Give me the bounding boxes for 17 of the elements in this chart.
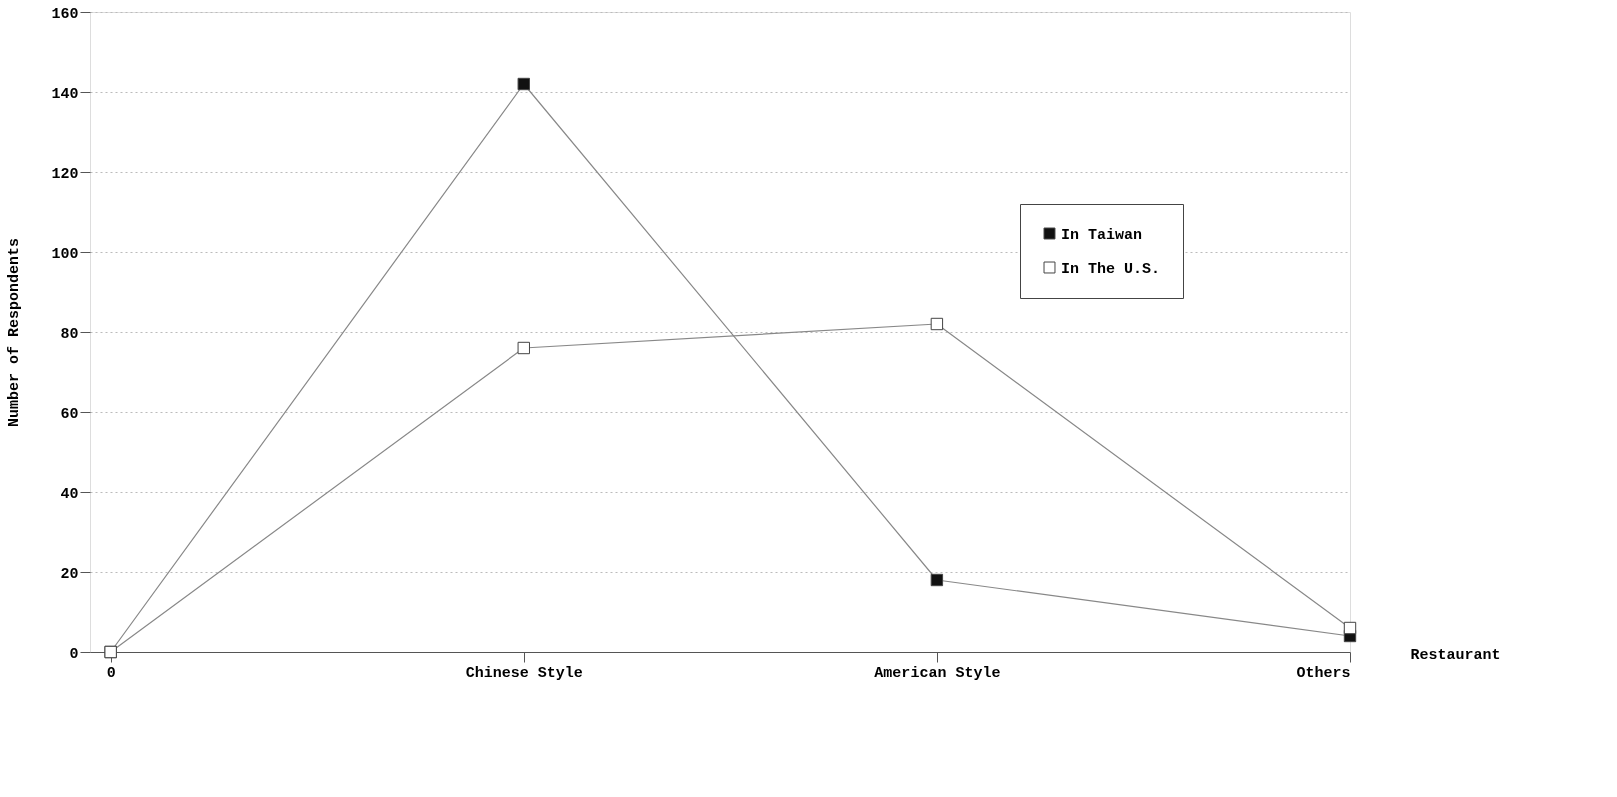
y-tick-label: 20 (60, 565, 79, 583)
y-tick-label: 80 (60, 325, 79, 343)
x-tick-label: Others (1296, 664, 1351, 682)
x-tick-label: 0 (106, 664, 116, 682)
y-tick-label: 40 (60, 485, 79, 503)
y-tick-label: 140 (51, 85, 79, 103)
y-axis-title: Number of Respondents (6, 237, 24, 428)
y-tick-label: 100 (51, 245, 79, 263)
x-axis-title: Restaurant (1410, 646, 1501, 664)
legend-label: In The U.S. (1061, 260, 1161, 278)
x-tick-label: Chinese Style (465, 664, 583, 682)
legend-label: In Taiwan (1061, 226, 1143, 244)
y-tick-label: 160 (51, 5, 79, 23)
y-tick-label: 120 (51, 165, 79, 183)
x-tick-label: American Style (874, 664, 1001, 682)
y-tick-label: 60 (60, 405, 79, 423)
y-tick-label: 0 (69, 645, 79, 663)
